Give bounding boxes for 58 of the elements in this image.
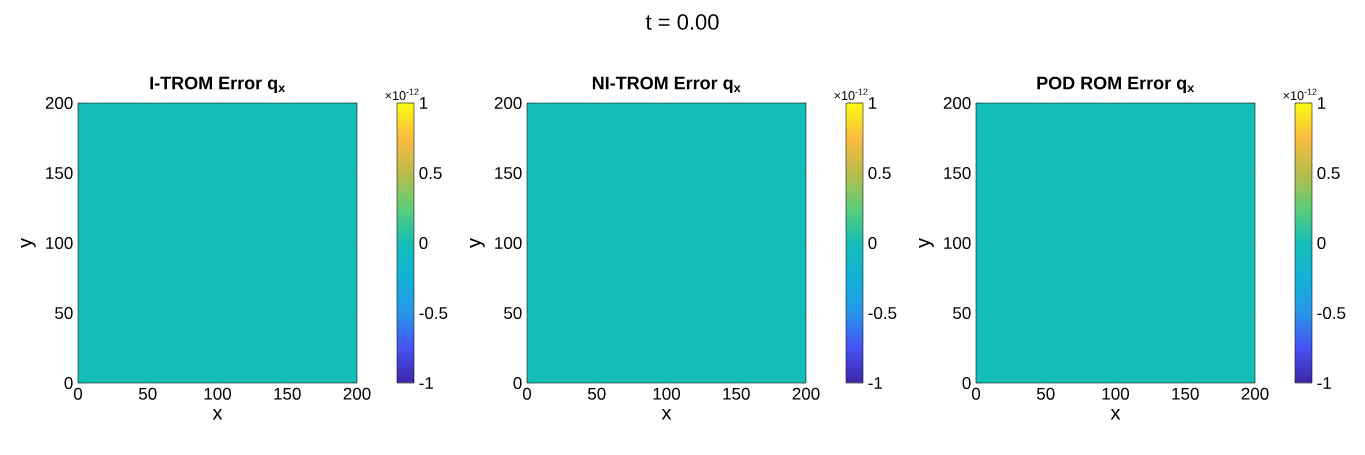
- color-bar-label: -1: [868, 377, 882, 389]
- y-tick-label: 200: [45, 96, 73, 110]
- x-tick-label: 0: [971, 387, 981, 400]
- y-tick-label: 100: [495, 236, 522, 250]
- color-bar-label: 1: [420, 97, 428, 109]
- y-tick-label: 0: [962, 376, 971, 390]
- color-bar-label: -0.5: [419, 306, 448, 320]
- y-tick-label: 100: [46, 236, 73, 250]
- y-tick-label: 100: [944, 236, 971, 250]
- color-bar-label: 0: [419, 236, 428, 250]
- x-tick-label: 50: [138, 387, 157, 400]
- color-bar-label: -1: [419, 377, 433, 389]
- x-tick-label: 100: [204, 387, 232, 400]
- color-bar-label: -0.5: [1317, 306, 1346, 320]
- x-tick-label: 50: [587, 387, 606, 400]
- x-tick-label: 150: [1172, 387, 1199, 400]
- y-tick-label: 200: [943, 96, 971, 110]
- color-bar-label: 1: [1318, 97, 1326, 109]
- x-tick-label: 0: [73, 387, 83, 400]
- y-tick-label: 200: [494, 96, 522, 110]
- x-tick-label: 100: [1102, 387, 1130, 400]
- color-bar-label: 0.5: [419, 166, 442, 180]
- y-tick-label: 150: [46, 166, 73, 180]
- x-tick-label: 150: [723, 387, 750, 400]
- x-tick-label: 150: [274, 387, 301, 400]
- color-bar-label: -1: [1317, 377, 1331, 389]
- color-bar-label: 0.5: [1317, 166, 1340, 180]
- text: ×10$^{-12}$: [385, 88, 419, 101]
- color-bar-label: 0: [868, 236, 877, 250]
- chart-title: NI-TROM Error q$_{x}$: [592, 76, 741, 93]
- x-axis-title: x: [212, 408, 223, 420]
- y-axis-title: y: [21, 238, 36, 248]
- text: ×10$^{-12}$: [1283, 88, 1317, 101]
- y-axis-title: y: [470, 238, 485, 248]
- x-tick-label: 200: [1241, 387, 1269, 400]
- y-axis-title: y: [919, 238, 934, 248]
- x-tick-label: 100: [653, 387, 681, 400]
- y-tick-label: 50: [55, 306, 73, 320]
- y-tick-label: 150: [495, 166, 522, 180]
- chart-subtitle: t = 0.00: [645, 14, 719, 30]
- text: ×10$^{-12}$: [834, 88, 868, 101]
- y-tick-label: 50: [504, 306, 522, 320]
- x-tick-label: 50: [1036, 387, 1055, 400]
- x-axis-title: x: [1110, 408, 1121, 420]
- color-bar-label: 0: [1317, 236, 1326, 250]
- x-tick-label: 0: [522, 387, 532, 400]
- color-bar-label: 1: [869, 97, 877, 109]
- chart-title: I-TROM Error q$_{x}$: [150, 76, 286, 93]
- color-bar-label: -0.5: [868, 306, 897, 320]
- x-tick-label: 200: [792, 387, 820, 400]
- y-tick-label: 150: [944, 166, 971, 180]
- color-bar-label: 0.5: [868, 166, 891, 180]
- y-tick-label: 50: [953, 306, 971, 320]
- x-axis-title: x: [661, 408, 672, 420]
- y-tick-label: 0: [64, 376, 73, 390]
- chart-title: POD ROM Error q$_{x}$: [1037, 76, 1195, 93]
- y-tick-label: 0: [513, 376, 522, 390]
- x-tick-label: 200: [343, 387, 371, 400]
